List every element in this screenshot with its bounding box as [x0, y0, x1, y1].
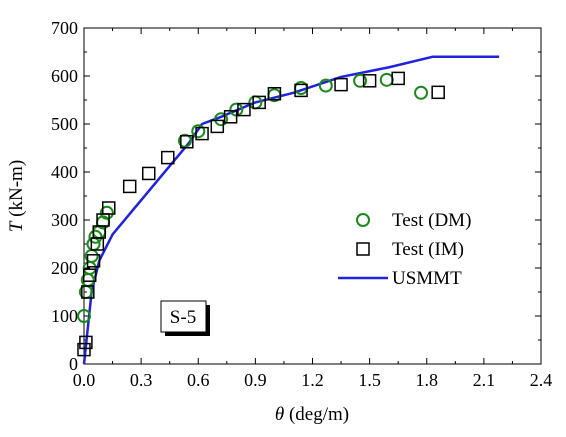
test-im-point — [431, 85, 445, 100]
x-tick-label: 0.3 — [130, 370, 153, 390]
plot-frame — [83, 27, 542, 365]
test-dm-point — [353, 73, 368, 88]
test-dm-point — [414, 85, 429, 100]
x-tick-label: 1.2 — [301, 370, 324, 390]
test-im-point — [267, 87, 282, 101]
legend-marker-test-im — [356, 242, 370, 256]
y-tick-label: 700 — [51, 18, 78, 38]
test-im-point — [391, 71, 405, 86]
x-tick-label: 2.4 — [530, 370, 553, 390]
test-im-point — [223, 110, 238, 124]
specimen-label: S-5 — [170, 307, 196, 328]
test-im-point — [334, 77, 348, 92]
test-im-points — [77, 71, 445, 357]
test-im-point — [362, 74, 377, 88]
test-dm-point — [99, 205, 114, 220]
specimen-label-box: S-5 — [160, 300, 210, 336]
y-tick-label: 100 — [51, 306, 78, 326]
y-tick-label: 200 — [51, 258, 78, 278]
test-dm-point — [77, 309, 91, 323]
x-tick-label: 1.5 — [358, 370, 381, 390]
test-dm-point — [214, 112, 229, 127]
y-axis-title: T (kN-m) — [6, 160, 27, 232]
y-tick-label: 600 — [51, 66, 78, 86]
test-dm-point — [177, 133, 192, 148]
test-im-point — [180, 135, 194, 149]
test-im-point — [294, 83, 308, 98]
x-tick-label: 2.1 — [473, 370, 496, 390]
x-tick-label: 0.0 — [73, 370, 96, 390]
test-dm-point — [191, 124, 206, 139]
test-im-point — [122, 179, 137, 194]
test-im-point — [86, 254, 101, 268]
test-im-point — [81, 285, 95, 299]
test-im-point — [252, 95, 266, 110]
x-tick-label: 0.9 — [244, 370, 267, 390]
x-tick-label: 0.6 — [187, 370, 210, 390]
test-dm-point — [318, 78, 333, 93]
y-tick-label: 400 — [51, 162, 78, 182]
test-im-point — [77, 342, 91, 357]
legend-label-test-dm: Test (DM) — [392, 210, 471, 231]
legend-label-test-im: Test (IM) — [392, 239, 464, 260]
test-im-point — [102, 201, 116, 215]
y-tick-label: 500 — [51, 114, 78, 134]
tick-labels: 0.0 0.3 0.6 0.9 1.2 1.5 1.8 2.1 2.4 0 100 200 300 400… — [51, 18, 552, 390]
legend-marker-test-dm — [356, 213, 370, 227]
y-tick-label: 300 — [51, 210, 78, 230]
legend-label-usmmt: USMMT — [392, 268, 462, 289]
test-im-point — [161, 150, 175, 165]
test-im-point — [237, 102, 251, 117]
x-tick-label: 1.8 — [416, 370, 439, 390]
test-im-point — [79, 335, 93, 350]
test-im-point — [82, 268, 97, 282]
legend: Test (DM) Test (IM) USMMT — [338, 210, 471, 289]
test-im-point — [195, 126, 209, 141]
test-im-point — [141, 166, 156, 181]
test-im-point — [210, 119, 225, 134]
x-axis-title: θ (deg/m) — [275, 404, 349, 425]
y-tick-label: 0 — [69, 354, 78, 374]
